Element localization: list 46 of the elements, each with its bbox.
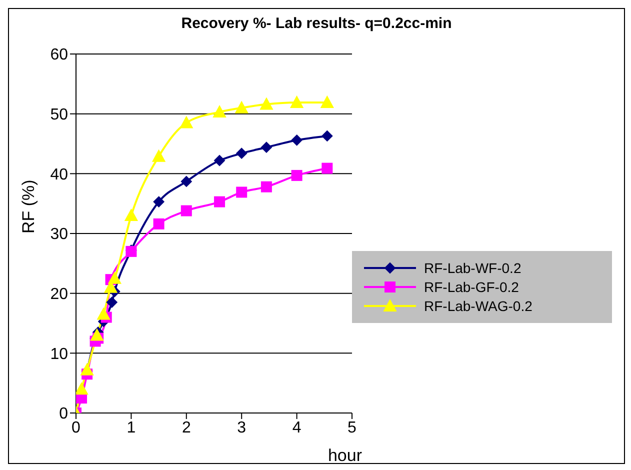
y-tick-label: 60 bbox=[50, 46, 68, 64]
point bbox=[124, 209, 138, 222]
point bbox=[76, 382, 88, 395]
y-tick-label: 30 bbox=[50, 226, 68, 244]
chart-title: Recovery %- Lab results- q=0.2cc-min bbox=[180, 15, 453, 32]
x-tick-label: 4 bbox=[292, 419, 302, 436]
y-tick-label: 50 bbox=[50, 106, 68, 124]
legend-label: RF-Lab-WF-0.2 bbox=[424, 260, 522, 276]
point bbox=[180, 205, 192, 216]
point bbox=[291, 134, 302, 146]
point bbox=[322, 130, 333, 142]
y-tick-label: 0 bbox=[59, 406, 68, 423]
point bbox=[180, 116, 193, 128]
point bbox=[106, 296, 118, 308]
point bbox=[290, 96, 304, 108]
point bbox=[153, 196, 164, 208]
point bbox=[152, 150, 166, 162]
point bbox=[214, 196, 226, 208]
x-tick-label: 1 bbox=[126, 419, 136, 436]
point bbox=[235, 101, 248, 114]
x-tick-label: 3 bbox=[237, 419, 246, 436]
x-tick-label: 5 bbox=[348, 419, 357, 436]
point bbox=[260, 142, 272, 153]
y-axis-title: RF (%) bbox=[19, 180, 38, 234]
legend-label: RF-Lab-GF-0.2 bbox=[424, 279, 519, 295]
point bbox=[236, 186, 248, 198]
point bbox=[260, 98, 273, 110]
point bbox=[213, 106, 226, 118]
x-tick-label: 0 bbox=[72, 419, 81, 436]
y-tick-label: 10 bbox=[50, 346, 68, 363]
x-axis-title: hour bbox=[328, 446, 362, 465]
point bbox=[214, 155, 226, 166]
point bbox=[291, 170, 302, 181]
y-tick-label: 40 bbox=[50, 166, 68, 184]
point bbox=[180, 176, 192, 187]
point bbox=[322, 162, 333, 174]
point bbox=[90, 328, 104, 341]
point bbox=[108, 272, 122, 284]
point bbox=[236, 148, 248, 159]
point bbox=[320, 96, 334, 108]
legend-label: RF-Lab-WAG-0.2 bbox=[424, 298, 532, 314]
x-tick-label: 2 bbox=[182, 419, 191, 436]
y-tick-label: 20 bbox=[50, 286, 68, 304]
point bbox=[153, 218, 164, 230]
point bbox=[97, 308, 110, 320]
point bbox=[260, 181, 272, 192]
